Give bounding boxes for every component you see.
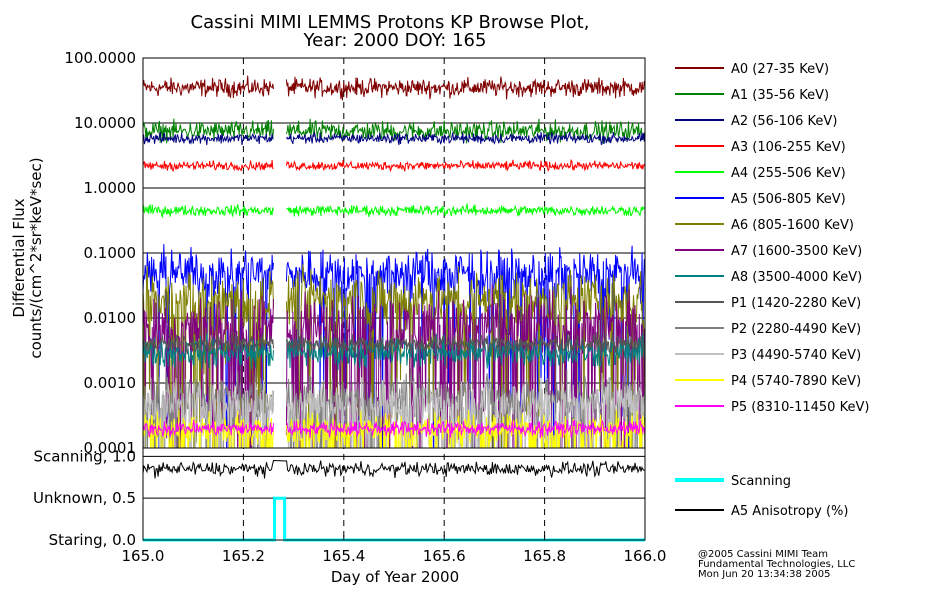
- y-tick-label: 0.1000: [84, 244, 137, 262]
- series-line: [143, 75, 645, 101]
- series-line: [143, 131, 645, 146]
- anisotropy-line: [142, 459, 646, 479]
- y-tick-label: 1.0000: [84, 179, 137, 197]
- legend-label: A8 (3500-4000 KeV): [731, 270, 862, 285]
- legend-label: A2 (56-106 KeV): [731, 114, 837, 129]
- legend-label: P2 (2280-4490 KeV): [731, 322, 861, 337]
- scanning-line: [143, 496, 645, 542]
- lower-tick-label: Scanning, 1.0: [33, 447, 136, 465]
- x-tick-label: 165.0: [122, 547, 165, 565]
- series-line: [143, 202, 645, 219]
- series-line: [143, 244, 645, 448]
- x-tick-label: 166.0: [624, 547, 667, 565]
- lower-tick-label: Unknown, 0.5: [33, 489, 136, 507]
- y-tick-label: 0.0010: [84, 374, 137, 392]
- legend-label: A0 (27-35 KeV): [731, 62, 829, 77]
- legend-label: P5 (8310-11450 KeV): [731, 400, 869, 415]
- legend-label: P4 (5740-7890 KeV): [731, 374, 861, 389]
- legend-label: P1 (1420-2280 KeV): [731, 296, 861, 311]
- x-tick-label: 165.2: [222, 547, 265, 565]
- y-axis-label-line1: Differential Flux: [10, 198, 28, 317]
- y-axis-label-line2: counts/(cm^2*sr*keV*sec): [27, 157, 45, 358]
- legend-label: Scanning: [731, 474, 791, 489]
- legend-label: A5 (506-805 KeV): [731, 192, 846, 207]
- footer-timestamp: Mon Jun 20 13:34:38 2005: [698, 569, 831, 580]
- legend-label: A4 (255-506 KeV): [731, 166, 846, 181]
- x-tick-label: 165.8: [523, 547, 566, 565]
- series-line: [143, 372, 645, 448]
- legend-label: A7 (1600-3500 KeV): [731, 244, 862, 259]
- chart-subtitle: Year: 2000 DOY: 165: [303, 30, 487, 51]
- y-tick-label: 10.0000: [74, 114, 136, 132]
- series-line: [143, 409, 645, 448]
- lower-panel: Scanning, 1.0 Unknown, 0.5 Staring, 0.0: [33, 447, 646, 549]
- y-axis-label: Differential Flux counts/(cm^2*sr*keV*se…: [10, 157, 45, 358]
- legend-label: A1 (35-56 KeV): [731, 88, 829, 103]
- legend: A0 (27-35 KeV) A1 (35-56 KeV) A2 (56-106 K…: [675, 62, 869, 519]
- series-line: [143, 331, 645, 356]
- y-tick-label: 0.0001: [84, 439, 137, 457]
- x-tick-label: 165.4: [322, 547, 365, 565]
- legend-label: A6 (805-1600 KeV): [731, 218, 854, 233]
- lower-tick-label: Staring, 0.0: [49, 531, 136, 549]
- series-line: [143, 118, 645, 144]
- x-axis-label: Day of Year 2000: [331, 568, 459, 586]
- legend-label: A3 (106-255 KeV): [731, 140, 846, 155]
- x-tick-label: 165.6: [423, 547, 466, 565]
- footer-company: Fundamental Technologies, LLC: [698, 559, 855, 570]
- x-axis: 165.0 165.2 165.4 165.6 165.8 166.0: [122, 535, 667, 565]
- lower-frame: [142, 447, 646, 541]
- series-line: [143, 418, 645, 439]
- footer-copyright: @2005 Cassini MIMI Team: [698, 549, 828, 560]
- legend-label: P3 (4490-5740 KeV): [731, 348, 861, 363]
- series-line: [143, 158, 645, 173]
- y-tick-label: 0.0100: [84, 309, 137, 327]
- legend-label: A5 Anisotropy (%): [731, 504, 848, 519]
- chart-title: Cassini MIMI LEMMS Protons KP Browse Plo…: [191, 12, 590, 33]
- y-tick-label: 100.0000: [64, 49, 136, 67]
